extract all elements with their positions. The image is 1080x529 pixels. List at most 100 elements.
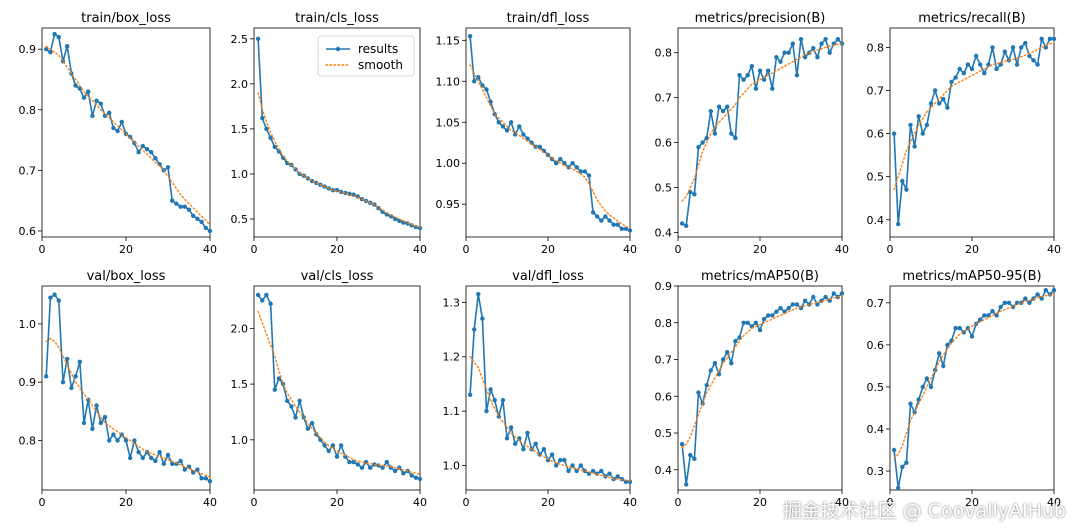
results-point	[170, 461, 175, 466]
x-tick-label: 40	[413, 496, 427, 509]
results-point	[314, 432, 319, 437]
results-line	[681, 37, 843, 228]
results-point	[912, 144, 917, 149]
chart-panel: train/box_loss 0 20 40 0.6 0.7 0.8 0.9	[19, 11, 218, 256]
results-point	[928, 101, 934, 106]
y-tick-label: 1.00	[436, 157, 461, 170]
results-point	[409, 473, 414, 478]
chart-panel: train/cls_loss 0 20 40 0.5 1.0 1.5 2.0 2.5 result…	[231, 11, 428, 256]
results-point	[599, 218, 604, 223]
results-point	[1006, 300, 1012, 305]
y-tick-label: 1.0	[443, 460, 461, 473]
results-point	[994, 313, 999, 318]
results-point	[831, 291, 836, 296]
results-point	[98, 420, 104, 426]
results-point	[679, 441, 685, 447]
results-point	[508, 425, 514, 430]
y-tick-label: 0.5	[655, 182, 673, 195]
axes-frame	[253, 285, 421, 491]
results-point	[590, 468, 596, 474]
results-point	[182, 204, 187, 209]
y-tick-label: 2.0	[231, 322, 249, 335]
results-point	[368, 465, 373, 470]
y-tick-label: 0.5	[867, 381, 885, 394]
results-point	[607, 218, 612, 223]
results-point	[945, 342, 950, 348]
y-tick-label: 0.6	[867, 128, 885, 141]
results-point	[766, 68, 771, 73]
x-tick-label: 20	[541, 496, 555, 509]
results-point	[916, 114, 921, 119]
watermark: 掘金技术社区 @ CoovallyAIHub	[782, 500, 1066, 522]
results-point	[578, 463, 583, 468]
results-point	[260, 298, 265, 303]
results-point	[178, 458, 183, 464]
results-line	[893, 288, 1055, 489]
results-point	[924, 376, 930, 381]
results-point	[65, 44, 70, 49]
results-point	[595, 214, 600, 219]
results-point	[1043, 288, 1049, 293]
results-point	[823, 37, 828, 42]
y-tick-label: 1.05	[436, 116, 461, 129]
results-point	[153, 458, 158, 464]
results-point	[107, 110, 112, 116]
results-point	[157, 449, 162, 455]
x-tick-label: 0	[463, 243, 470, 256]
results-point	[94, 98, 99, 103]
results-point	[978, 317, 983, 322]
results-point	[276, 376, 282, 381]
results-point	[900, 178, 905, 184]
results-point	[272, 387, 277, 392]
x-tick-label: 40	[1047, 243, 1061, 256]
chart-title: train/box_loss	[81, 11, 171, 26]
results-point	[81, 95, 87, 100]
results-point	[891, 131, 897, 136]
y-tick-label: 0.3	[867, 465, 885, 478]
x-tick-label: 40	[623, 243, 637, 256]
results-point	[77, 359, 83, 364]
results-point	[380, 465, 385, 470]
chart-title: metrics/mAP50(B)	[701, 269, 819, 284]
chart-panel: metrics/recall(B) 0 20 40 0.4 0.5 0.6 0.7 0.8	[867, 11, 1062, 256]
y-tick-label: 0.7	[655, 92, 673, 105]
results-point	[729, 361, 734, 366]
results-point	[770, 86, 775, 91]
axes-frame	[41, 285, 211, 491]
results-point	[1039, 36, 1044, 41]
results-point	[255, 292, 261, 298]
results-point	[149, 455, 154, 461]
results-point	[351, 459, 356, 465]
x-tick-label: 0	[887, 243, 894, 256]
results-point	[615, 222, 620, 227]
results-point	[413, 475, 419, 480]
results-point	[330, 443, 336, 448]
results-point	[260, 115, 265, 121]
results-point	[978, 62, 983, 67]
results-point	[268, 301, 273, 306]
results-point	[839, 291, 845, 296]
results-point	[949, 79, 954, 85]
x-tick-label: 40	[203, 243, 217, 256]
x-tick-label: 20	[753, 496, 767, 509]
results-point	[554, 161, 559, 166]
results-point	[761, 77, 767, 82]
results-point	[90, 426, 95, 431]
results-point	[957, 66, 962, 72]
results-point	[774, 309, 779, 314]
results-point	[753, 86, 759, 91]
results-point	[741, 320, 746, 325]
y-tick-label: 0.8	[655, 47, 673, 60]
results-point	[733, 338, 738, 344]
results-point	[484, 408, 489, 414]
axes-frame	[465, 27, 631, 238]
x-tick-label: 40	[623, 496, 637, 509]
results-point	[558, 156, 563, 162]
y-tick-label: 0.95	[436, 198, 461, 211]
results-point	[264, 126, 269, 132]
results-point	[696, 390, 701, 395]
results-point	[823, 294, 828, 300]
results-point	[305, 426, 311, 431]
y-tick-label: 1.3	[443, 296, 461, 309]
results-point	[790, 41, 795, 46]
